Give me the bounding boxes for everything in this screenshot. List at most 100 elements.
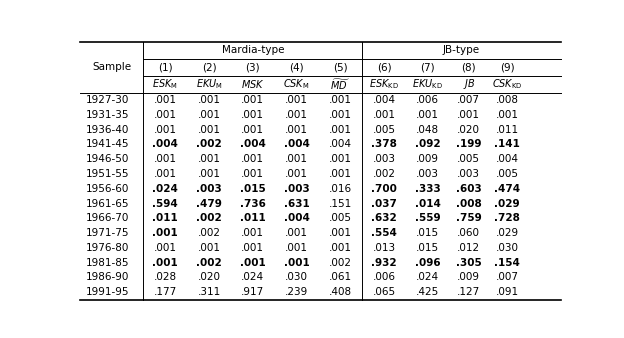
Text: .007: .007 <box>457 95 480 105</box>
Text: .096: .096 <box>415 258 441 268</box>
Text: .060: .060 <box>457 228 480 238</box>
Text: .603: .603 <box>456 184 482 194</box>
Text: .479: .479 <box>196 198 222 209</box>
Text: .005: .005 <box>457 154 480 164</box>
Text: .002: .002 <box>329 258 352 268</box>
Text: 1956-60: 1956-60 <box>85 184 129 194</box>
Text: $\mathit{ESK}_\mathrm{KD}$: $\mathit{ESK}_\mathrm{KD}$ <box>369 77 399 91</box>
Text: .007: .007 <box>496 272 519 282</box>
Text: .001: .001 <box>154 95 177 105</box>
Text: 1976-80: 1976-80 <box>85 243 129 253</box>
Text: .092: .092 <box>415 140 441 149</box>
Text: .001: .001 <box>416 110 439 120</box>
Text: .024: .024 <box>152 184 178 194</box>
Text: (5): (5) <box>333 62 348 72</box>
Text: (9): (9) <box>500 62 515 72</box>
Text: .001: .001 <box>240 258 266 268</box>
Text: .917: .917 <box>241 287 265 297</box>
Text: (1): (1) <box>158 62 173 72</box>
Text: $\mathit{EKU}_\mathrm{KD}$: $\mathit{EKU}_\mathrm{KD}$ <box>412 77 443 91</box>
Text: .012: .012 <box>457 243 480 253</box>
Text: .154: .154 <box>494 258 520 268</box>
Text: .378: .378 <box>371 140 397 149</box>
Text: (4): (4) <box>289 62 304 72</box>
Text: 1946-50: 1946-50 <box>85 154 129 164</box>
Text: .061: .061 <box>329 272 352 282</box>
Text: .001: .001 <box>198 110 220 120</box>
Text: .001: .001 <box>241 110 264 120</box>
Text: .005: .005 <box>329 213 352 223</box>
Text: .631: .631 <box>284 198 310 209</box>
Text: JB-type: JB-type <box>443 45 480 55</box>
Text: .408: .408 <box>329 287 352 297</box>
Text: .001: .001 <box>241 95 264 105</box>
Text: .048: .048 <box>416 125 439 135</box>
Text: .001: .001 <box>154 243 177 253</box>
Text: .004: .004 <box>329 140 352 149</box>
Text: .001: .001 <box>285 169 308 179</box>
Text: .002: .002 <box>198 228 220 238</box>
Text: .029: .029 <box>495 228 519 238</box>
Text: .002: .002 <box>373 169 396 179</box>
Text: .001: .001 <box>373 110 396 120</box>
Text: .700: .700 <box>371 184 397 194</box>
Text: .594: .594 <box>152 198 178 209</box>
Text: 1966-70: 1966-70 <box>85 213 129 223</box>
Text: .001: .001 <box>198 125 220 135</box>
Text: 1927-30: 1927-30 <box>85 95 129 105</box>
Text: 1986-90: 1986-90 <box>85 272 129 282</box>
Text: 1936-40: 1936-40 <box>85 125 129 135</box>
Text: .004: .004 <box>283 213 310 223</box>
Text: .728: .728 <box>494 213 520 223</box>
Text: .003: .003 <box>196 184 222 194</box>
Text: Sample: Sample <box>92 62 132 72</box>
Text: .008: .008 <box>456 198 482 209</box>
Text: .004: .004 <box>283 140 310 149</box>
Text: .001: .001 <box>152 258 178 268</box>
Text: (8): (8) <box>462 62 476 72</box>
Text: .015: .015 <box>240 184 266 194</box>
Text: .065: .065 <box>373 287 396 297</box>
Text: .005: .005 <box>373 125 396 135</box>
Text: .008: .008 <box>496 95 519 105</box>
Text: .003: .003 <box>416 169 439 179</box>
Text: .003: .003 <box>284 184 310 194</box>
Text: 1961-65: 1961-65 <box>85 198 129 209</box>
Text: $\mathit{MSK}$: $\mathit{MSK}$ <box>241 78 265 90</box>
Text: .003: .003 <box>457 169 480 179</box>
Text: .001: .001 <box>329 228 352 238</box>
Text: (3): (3) <box>245 62 260 72</box>
Text: .001: .001 <box>329 169 352 179</box>
Text: (7): (7) <box>421 62 435 72</box>
Text: .333: .333 <box>415 184 441 194</box>
Text: .001: .001 <box>198 243 220 253</box>
Text: .009: .009 <box>416 154 439 164</box>
Text: .001: .001 <box>198 154 220 164</box>
Text: .001: .001 <box>241 169 264 179</box>
Text: .001: .001 <box>152 228 178 238</box>
Text: 1951-55: 1951-55 <box>85 169 129 179</box>
Text: .001: .001 <box>198 169 220 179</box>
Text: .199: .199 <box>456 140 482 149</box>
Text: .015: .015 <box>416 228 439 238</box>
Text: 1971-75: 1971-75 <box>85 228 129 238</box>
Text: .024: .024 <box>416 272 439 282</box>
Text: .141: .141 <box>494 140 520 149</box>
Text: $\mathit{ESK}_\mathrm{M}$: $\mathit{ESK}_\mathrm{M}$ <box>152 77 178 91</box>
Text: .016: .016 <box>329 184 352 194</box>
Text: .554: .554 <box>371 228 397 238</box>
Text: .001: .001 <box>154 169 177 179</box>
Text: Mardia-type: Mardia-type <box>222 45 284 55</box>
Text: .011: .011 <box>495 125 519 135</box>
Text: .002: .002 <box>196 213 222 223</box>
Text: .003: .003 <box>373 154 396 164</box>
Text: $\mathit{CSK}_\mathrm{KD}$: $\mathit{CSK}_\mathrm{KD}$ <box>492 77 522 91</box>
Text: .001: .001 <box>198 95 220 105</box>
Text: .001: .001 <box>285 95 308 105</box>
Text: .127: .127 <box>457 287 480 297</box>
Text: .001: .001 <box>285 125 308 135</box>
Text: .305: .305 <box>456 258 482 268</box>
Text: .001: .001 <box>241 154 264 164</box>
Text: .001: .001 <box>285 110 308 120</box>
Text: .001: .001 <box>496 110 519 120</box>
